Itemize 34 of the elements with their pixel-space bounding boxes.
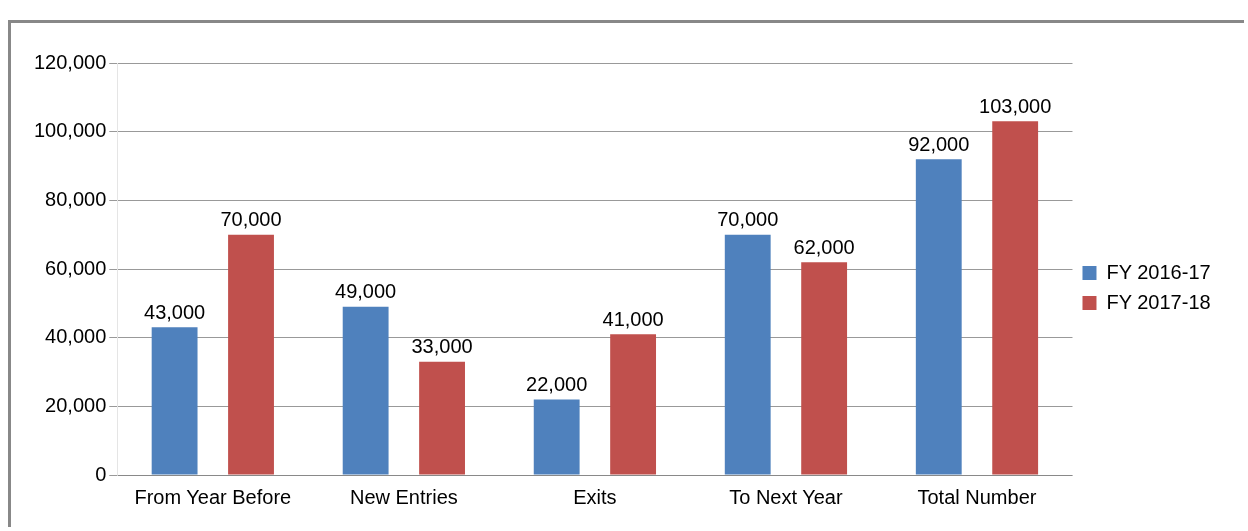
- bar: [915, 159, 962, 475]
- data-label: 62,000: [793, 235, 855, 258]
- legend-label: FY 2017-18: [1106, 290, 1211, 313]
- bar: [801, 262, 848, 475]
- bar: [533, 399, 580, 475]
- x-tick-label: To Next Year: [729, 485, 843, 508]
- data-label: 43,000: [144, 300, 206, 323]
- data-label: 103,000: [979, 94, 1052, 117]
- data-label: 22,000: [526, 372, 588, 395]
- y-tick-label: 20,000: [45, 393, 107, 416]
- x-tick-label: From Year Before: [134, 485, 292, 508]
- bar: [419, 361, 465, 475]
- data-label: 49,000: [335, 280, 397, 303]
- data-label: 92,000: [908, 132, 970, 155]
- x-tick-label: Exits: [573, 485, 617, 508]
- bar: [610, 334, 657, 475]
- y-tick-label: 60,000: [45, 256, 107, 279]
- legend-label: FY 2016-17: [1106, 260, 1211, 283]
- bar: [342, 306, 389, 475]
- data-label: 41,000: [602, 307, 664, 330]
- y-tick-label: 0: [95, 462, 107, 485]
- data-label: 70,000: [220, 208, 282, 231]
- bar: [724, 234, 771, 475]
- bar: [228, 234, 274, 475]
- bar: [151, 327, 198, 475]
- y-tick-label: 80,000: [45, 187, 107, 210]
- bar: [992, 121, 1039, 475]
- data-label: 33,000: [411, 335, 473, 358]
- y-tick-label: 120,000: [34, 50, 107, 73]
- y-tick-label: 40,000: [45, 325, 107, 348]
- y-tick-label: 100,000: [34, 119, 107, 142]
- data-label: 70,000: [717, 208, 779, 231]
- x-tick-label: New Entries: [349, 485, 458, 508]
- x-tick-label: Total Number: [917, 485, 1037, 508]
